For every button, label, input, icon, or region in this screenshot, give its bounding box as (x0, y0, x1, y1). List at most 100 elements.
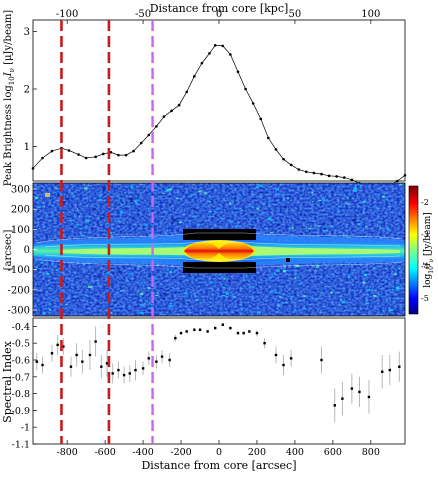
noise-speck (265, 188, 268, 190)
brightness-point (350, 178, 354, 182)
noise-speck (245, 275, 248, 278)
noise-speck (245, 308, 247, 311)
noise-speck (168, 203, 171, 206)
bottom-y-axis-label: Spectral Index (1, 340, 14, 422)
noise-speck (228, 279, 231, 282)
noise-speck (283, 304, 288, 306)
noise-speck (401, 302, 405, 304)
noise-speck (155, 294, 159, 297)
noise-speck (335, 314, 338, 316)
spectral-index-point (282, 363, 285, 367)
noise-speck (189, 194, 193, 197)
noise-speck (117, 220, 121, 223)
noise-speck (320, 292, 323, 294)
spectral-index-point (75, 353, 78, 357)
noise-speck (187, 274, 191, 277)
brightness-point (139, 141, 143, 145)
region-markers (60, 20, 154, 444)
noise-speck (38, 266, 42, 268)
noise-speck (341, 300, 346, 304)
noise-speck (399, 183, 403, 186)
noise-speck (362, 218, 364, 221)
noise-speck (372, 294, 377, 297)
noise-speck (54, 191, 56, 193)
top-y-tick-label: 3 (24, 27, 30, 38)
spectral-index-point (263, 342, 266, 345)
brightness-point (244, 87, 247, 91)
brightness-point (132, 149, 135, 153)
brightness-point (94, 155, 97, 159)
noise-speck (215, 301, 217, 304)
colorbar-tick-label: -3 (421, 230, 429, 239)
noise-speck (221, 294, 226, 297)
noise-speck (228, 213, 231, 215)
noise-speck (108, 232, 113, 234)
noise-speck (291, 226, 294, 230)
noise-speck (377, 193, 381, 196)
bottom-panel-frame (32, 317, 406, 445)
brightness-point (327, 174, 331, 178)
noise-speck (212, 213, 216, 215)
noise-speck (214, 214, 217, 218)
noise-speck (374, 290, 378, 292)
mid-y-tick-label: 300 (11, 185, 30, 196)
noise-speck (259, 191, 264, 194)
noise-speck (303, 228, 305, 230)
noise-speck (380, 288, 385, 290)
noise-speck (195, 206, 199, 208)
noise-speck (299, 309, 303, 311)
noise-speck (337, 205, 340, 208)
noise-speck (78, 300, 81, 303)
noise-speck (259, 193, 263, 196)
noise-speck (48, 308, 50, 310)
noise-speck (326, 200, 330, 203)
noise-speck (347, 196, 350, 200)
noise-speck (398, 287, 402, 290)
noise-speck (139, 299, 142, 301)
noise-speck (130, 185, 133, 187)
noise-speck (363, 228, 365, 231)
top-tick-label: 0 (216, 9, 222, 20)
noise-speck (147, 287, 151, 290)
brightness-point (170, 109, 173, 113)
noise-speck (295, 273, 298, 275)
noise-speck (382, 195, 385, 198)
noise-speck (382, 261, 386, 265)
noise-speck (265, 303, 268, 305)
noise-speck (323, 225, 326, 228)
noise-speck (302, 294, 306, 297)
noise-speck (42, 225, 45, 228)
noise-speck (84, 294, 88, 297)
spectral-index-point (388, 368, 392, 372)
noise-speck (267, 201, 272, 203)
noise-speck (129, 198, 133, 200)
noise-speck (116, 291, 119, 293)
top-tick-label: 50 (289, 9, 302, 20)
noise-speck (312, 220, 316, 222)
noise-speck (235, 225, 238, 228)
contour-inner (44, 241, 401, 248)
noise-speck (81, 234, 86, 237)
spectral-index-point (100, 365, 103, 368)
spectral-index-point (255, 331, 259, 335)
noise-speck (97, 284, 100, 287)
noise-speck (166, 269, 169, 271)
noise-speck (165, 233, 167, 235)
noise-speck (226, 292, 229, 295)
small-marker-right (286, 258, 290, 262)
noise-speck (162, 193, 165, 195)
noise-speck (276, 292, 281, 294)
noise-speck (298, 282, 303, 285)
top-tick-label: -100 (56, 9, 78, 20)
noise-speck (378, 221, 381, 223)
noise-speck (144, 302, 146, 305)
spectral-index-point (160, 355, 164, 358)
noise-speck (280, 296, 284, 298)
spectral-index-point (236, 331, 240, 335)
noise-speck (293, 277, 297, 280)
bottom-x-ticks: -800 -600 -400 -200 0 200 400 600 800 (56, 440, 380, 458)
noise-speck (391, 288, 394, 291)
bottom-x-axis-label: Distance from core [arcsec] (141, 459, 296, 472)
noise-speck (387, 227, 389, 229)
noise-speck (395, 286, 400, 289)
